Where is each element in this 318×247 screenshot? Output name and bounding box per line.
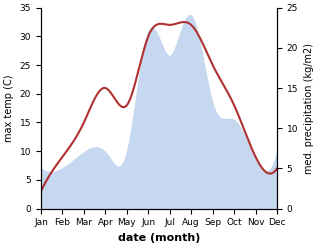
- Y-axis label: med. precipitation (kg/m2): med. precipitation (kg/m2): [304, 43, 314, 174]
- X-axis label: date (month): date (month): [118, 233, 200, 243]
- Y-axis label: max temp (C): max temp (C): [4, 74, 14, 142]
